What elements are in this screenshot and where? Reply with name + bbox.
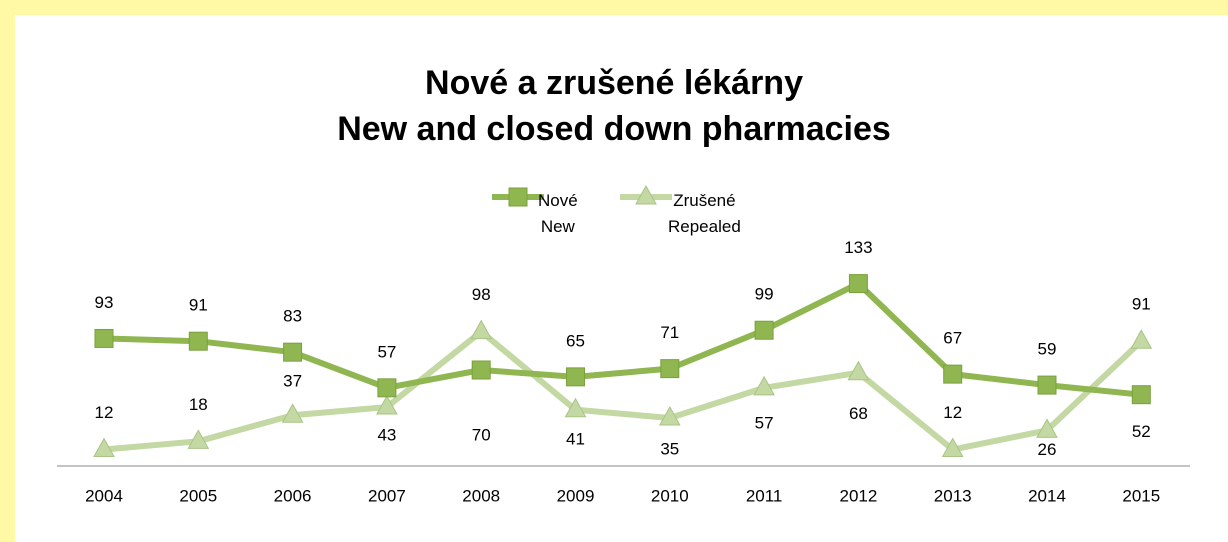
data-label: 26 [1038,440,1057,459]
legend-label: Nové New [538,191,578,236]
x-tick-label: 2011 [746,486,783,505]
data-label: 93 [95,293,114,312]
x-tick-label: 2013 [934,486,972,505]
point-marker [943,364,963,384]
x-tick-label: 2007 [368,486,406,505]
point-marker [564,397,587,418]
chart-area [15,15,1228,542]
legend-label: Zrušené Repealed [668,191,741,236]
x-tick-label: 2012 [839,486,877,505]
point-marker [187,429,210,449]
point-marker [658,405,681,426]
point-marker [753,375,775,396]
point-marker [93,437,115,458]
data-label: 70 [472,425,491,444]
point-marker [1131,385,1151,405]
legend-marker [635,184,657,205]
data-label: 35 [660,439,679,458]
data-label: 43 [377,426,396,445]
data-label: 91 [1132,295,1151,314]
x-tick-label: 2014 [1028,486,1066,505]
legend-marker [508,187,528,207]
data-label: 83 [283,307,302,326]
point-marker [1037,375,1057,395]
point-marker [566,367,585,387]
data-label: 18 [189,395,208,414]
point-marker [188,331,208,351]
x-tick-label: 2006 [274,486,312,505]
data-label: 59 [1038,340,1057,359]
data-label: 71 [660,323,679,342]
point-marker [281,403,304,423]
chart-title: Nové a zrušené lékárny New and closed do… [337,64,891,148]
x-tick-label: 2015 [1122,486,1160,505]
point-marker [470,319,493,340]
data-label: 68 [849,404,868,423]
x-tick-label: 2004 [85,486,123,505]
point-marker [754,320,774,340]
series-line [103,328,1144,453]
data-label: 41 [566,429,585,448]
data-label: 91 [189,296,208,315]
data-label: 57 [377,342,396,361]
point-marker [1036,418,1058,438]
data-label: 12 [95,403,114,422]
data-label: 52 [1132,422,1151,441]
data-label: 37 [283,372,302,391]
point-marker [848,274,868,294]
point-marker [283,342,303,362]
data-label: 65 [566,331,585,350]
point-marker [471,360,491,380]
data-label: 99 [755,285,774,304]
series-line [103,280,1142,398]
data-label: 57 [755,413,774,432]
point-marker [847,360,870,381]
data-label: 98 [472,285,491,304]
x-tick-label: 2005 [179,486,217,505]
x-tick-label: 2009 [557,486,595,505]
point-marker [1130,329,1153,349]
point-marker [660,359,680,379]
x-tick-label: 2010 [651,486,689,505]
point-marker [377,378,397,398]
x-tick-label: 2008 [462,486,500,505]
data-label: 12 [943,403,962,422]
data-label: 67 [943,329,962,348]
point-marker [376,394,398,415]
point-marker [941,437,964,458]
point-marker [94,328,114,348]
data-label: 133 [844,238,872,257]
